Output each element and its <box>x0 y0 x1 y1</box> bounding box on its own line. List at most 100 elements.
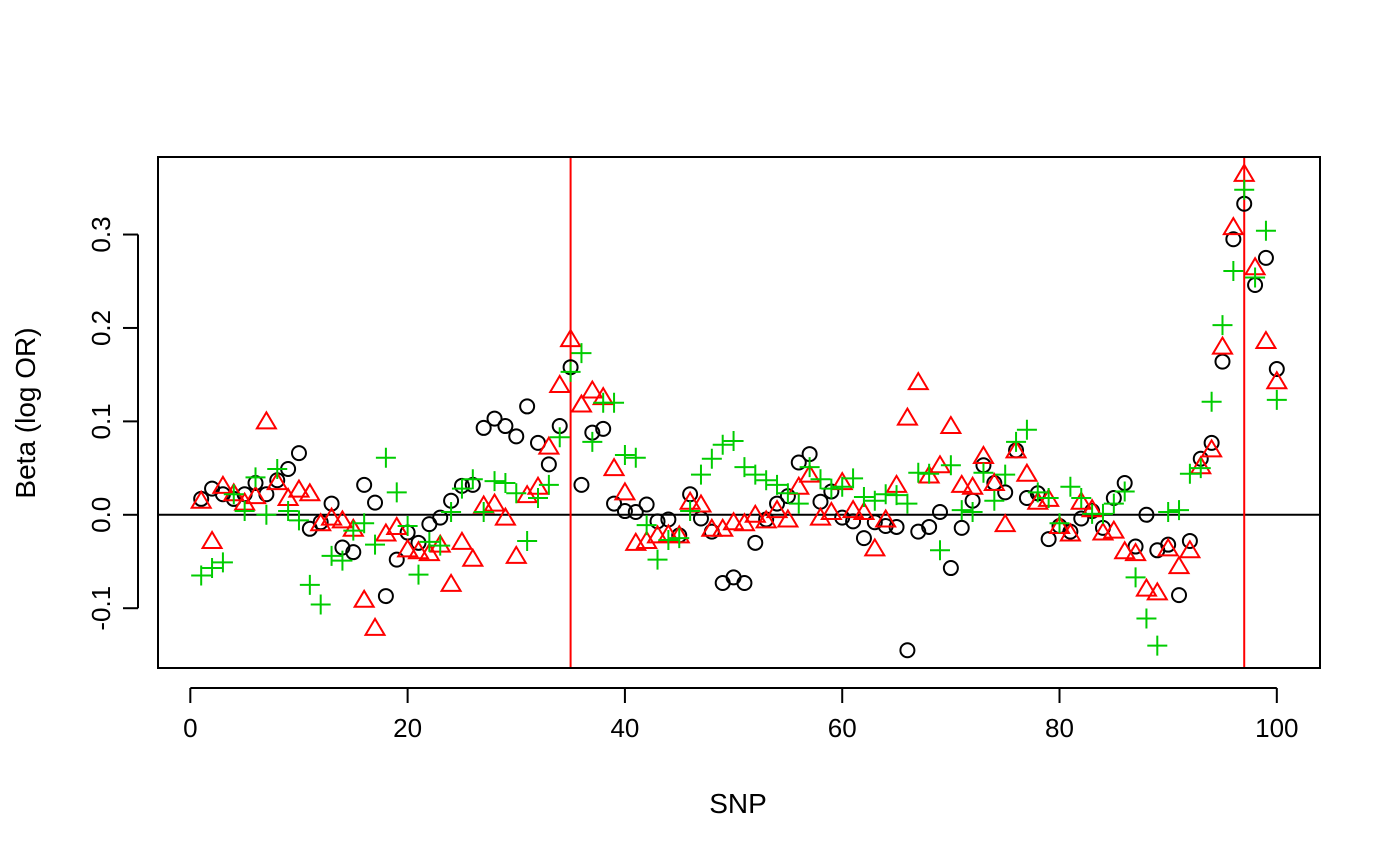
data-point-plus <box>701 448 722 469</box>
data-point-circle <box>953 519 970 536</box>
data-point-plus <box>930 540 950 561</box>
data-point-plus <box>571 343 592 364</box>
data-point-plus <box>853 487 874 508</box>
y-tick-label: 0.0 <box>86 497 116 533</box>
data-point-plus <box>1103 493 1124 514</box>
data-point-plus <box>777 483 798 504</box>
data-point-triangle <box>1069 490 1093 510</box>
data-point-plus <box>1038 487 1059 508</box>
data-point-plus <box>1006 431 1027 452</box>
data-point-plus <box>832 476 853 497</box>
series-circle <box>193 195 1285 659</box>
data-point-plus <box>528 487 548 508</box>
data-point-triangle <box>309 512 332 532</box>
y-axis-title: Beta (log OR) <box>10 327 41 498</box>
data-point-circle <box>921 518 938 535</box>
data-point-plus <box>984 490 1005 511</box>
data-point-plus <box>310 594 331 615</box>
data-point-triangle <box>1254 330 1278 350</box>
data-point-plus <box>1190 458 1211 479</box>
data-point-plus <box>430 535 451 556</box>
data-point-plus <box>299 574 320 595</box>
data-point-plus <box>1049 513 1070 534</box>
data-point-circle <box>388 551 405 568</box>
data-point-circle <box>486 410 503 427</box>
data-point-plus <box>1158 501 1179 522</box>
data-point-plus <box>560 361 581 382</box>
data-point-circle <box>1138 506 1155 523</box>
data-point-triangle <box>255 410 278 430</box>
data-point-circle <box>1181 532 1198 549</box>
data-point-plus <box>1125 567 1146 588</box>
x-tick-label: 0 <box>183 713 197 743</box>
data-point-triangle <box>983 472 1006 492</box>
data-point-plus <box>1114 481 1135 502</box>
data-point-plus <box>973 462 994 483</box>
y-tick-label: -0.1 <box>86 586 116 631</box>
data-point-plus <box>821 478 842 499</box>
data-point-triangle <box>852 501 876 520</box>
data-point-triangle <box>581 379 604 399</box>
x-tick-label: 40 <box>610 713 639 743</box>
data-point-triangle <box>1265 370 1289 390</box>
data-point-plus <box>962 501 983 522</box>
data-point-triangle <box>320 506 343 526</box>
data-point-triangle <box>602 457 626 477</box>
data-point-triangle <box>907 371 930 391</box>
data-point-plus <box>1136 608 1157 629</box>
data-point-plus <box>441 501 462 522</box>
data-point-plus <box>1255 220 1276 241</box>
data-point-triangle <box>363 616 387 636</box>
data-point-triangle <box>244 485 267 505</box>
data-point-circle <box>606 495 623 512</box>
data-point-triangle <box>950 473 973 493</box>
data-point-triangle <box>689 493 713 513</box>
data-point-plus <box>375 447 396 468</box>
data-point-triangle <box>776 508 800 528</box>
data-point-plus <box>636 515 657 536</box>
data-point-plus <box>473 501 494 522</box>
data-point-plus <box>321 545 342 566</box>
series-triangle <box>189 162 1289 636</box>
x-axis-title: SNP <box>709 788 767 819</box>
data-point-circle <box>540 456 557 473</box>
data-point-triangle <box>700 517 724 537</box>
data-point-plus <box>1092 503 1113 524</box>
data-point-triangle <box>765 499 789 519</box>
data-point-plus <box>843 468 864 489</box>
data-point-plus <box>451 478 472 499</box>
plot-marks: 0 20 40 60 80 100 -0.1 0.0 0.1 0.2 0.3 <box>86 156 1321 743</box>
data-point-plus <box>495 473 516 494</box>
data-point-plus <box>484 471 505 492</box>
data-point-triangle <box>972 444 995 464</box>
data-point-plus <box>462 469 483 490</box>
data-point-triangle <box>1004 439 1028 459</box>
data-point-plus <box>658 530 679 551</box>
data-point-plus <box>538 474 559 495</box>
data-point-circle <box>1073 510 1090 527</box>
data-point-plus <box>745 464 766 485</box>
data-point-circle <box>1040 531 1057 548</box>
data-point-triangle <box>841 499 865 519</box>
data-point-circle <box>356 476 373 493</box>
data-point-triangle <box>352 588 376 608</box>
y-tick-label: 0.2 <box>86 310 116 346</box>
data-point-plus <box>723 430 744 451</box>
data-point-plus <box>234 501 255 522</box>
data-point-triangle <box>754 509 778 529</box>
data-point-circle <box>736 574 753 591</box>
data-point-triangle <box>461 547 485 567</box>
data-point-triangle <box>439 572 463 592</box>
data-point-triangle <box>189 489 213 509</box>
data-point-triangle <box>505 544 528 564</box>
data-point-plus <box>1060 476 1081 497</box>
data-point-plus <box>397 516 418 537</box>
data-point-plus <box>625 447 646 468</box>
data-point-plus <box>288 510 309 531</box>
plot-frame <box>157 156 1321 669</box>
data-point-plus <box>690 464 711 485</box>
data-point-circle <box>1257 249 1274 266</box>
data-point-triangle <box>939 415 963 435</box>
data-point-plus <box>408 564 429 585</box>
